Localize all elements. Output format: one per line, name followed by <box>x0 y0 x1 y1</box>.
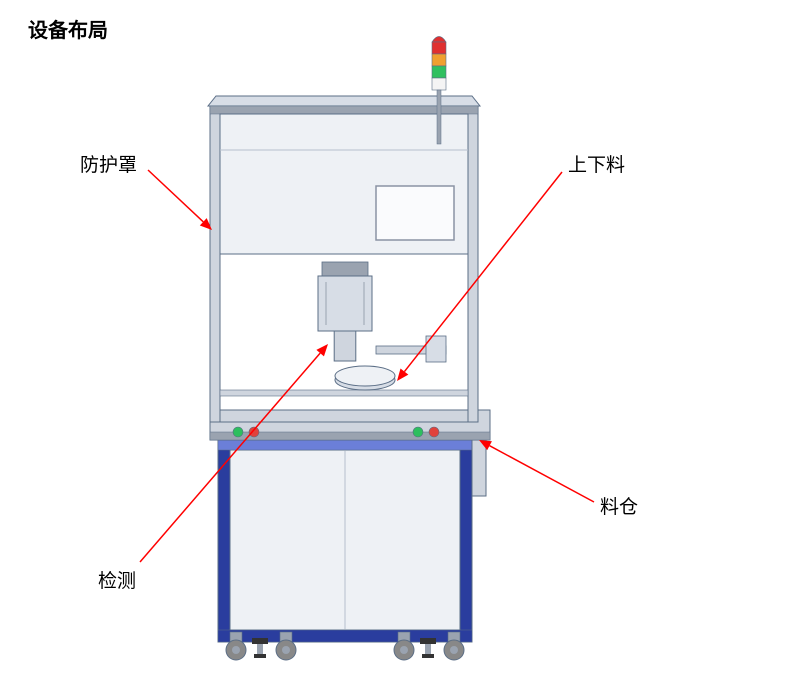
control-button-3 <box>429 427 439 437</box>
tower-light-2 <box>432 66 446 78</box>
leveling-foot-0 <box>252 638 268 644</box>
tower-light-1 <box>432 54 446 66</box>
bin-arrow <box>490 446 594 502</box>
control-button-2 <box>413 427 423 437</box>
diagram-canvas <box>0 0 789 693</box>
hmi-screen <box>376 186 454 240</box>
tower-pole <box>437 90 441 144</box>
tower-light-0 <box>432 42 446 54</box>
loader-arrow-head <box>397 368 408 381</box>
tower-light-3 <box>432 78 446 90</box>
control-button-1 <box>249 427 259 437</box>
control-button-0 <box>233 427 243 437</box>
leveling-foot-1 <box>420 638 436 644</box>
shield-arrow <box>148 170 203 222</box>
